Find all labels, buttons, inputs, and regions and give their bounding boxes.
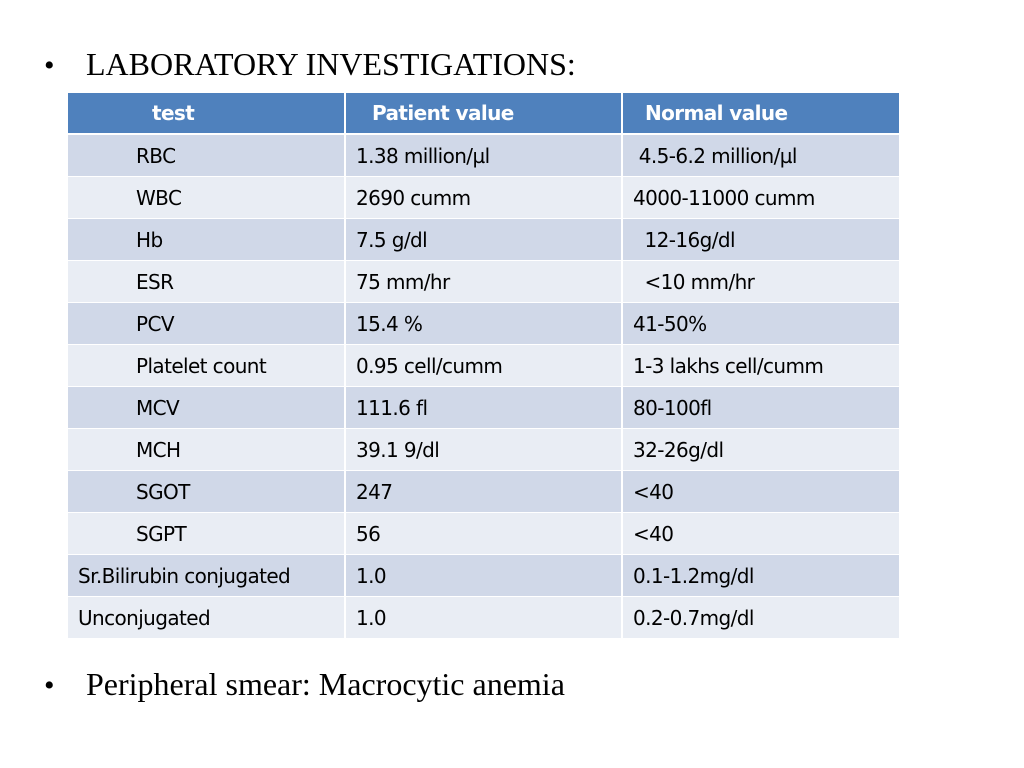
normal-value-cell: 1-3 lakhs cell/cumm [622,344,899,387]
test-cell: Platelet count [68,344,346,387]
normal-value-cell: 41-50% [622,302,899,345]
test-cell: Sr.Bilirubin conjugated [68,554,346,597]
table-row: MCV 111.6 fl 80-100fl [68,386,899,429]
column-header-test: test [68,93,346,135]
test-cell: SGOT [68,470,346,513]
table-row: Platelet count 0.95 cell/cumm 1-3 lakhs … [68,344,899,387]
table-row: SGPT 56 <40 [68,512,899,555]
table-row: WBC 2690 cumm 4000-11000 cumm [68,176,899,219]
test-cell: RBC [68,134,346,177]
patient-value-cell: 7.5 g/dl [345,218,623,261]
test-cell: MCH [68,428,346,471]
patient-value-cell: 0.95 cell/cumm [345,344,623,387]
table-row: PCV 15.4 % 41-50% [68,302,899,345]
patient-value-cell: 56 [345,512,623,555]
table-row: SGOT 247 <40 [68,470,899,513]
peripheral-smear-text: Peripheral smear: Macrocytic anemia [86,666,565,702]
bullet-icon: • [44,49,55,82]
table-row: MCH 39.1 9/dl 32-26g/dl [68,428,899,471]
section-heading: LABORATORY INVESTIGATIONS: [86,46,576,82]
peripheral-smear-line: • Peripheral smear: Macrocytic anemia [44,668,565,701]
bullet-icon: • [44,669,55,702]
patient-value-cell: 247 [345,470,623,513]
test-cell: SGPT [68,512,346,555]
normal-value-cell: 0.2-0.7mg/dl [622,596,899,639]
test-cell: PCV [68,302,346,345]
patient-value-cell: 39.1 9/dl [345,428,623,471]
column-header-patient-value: Patient value [345,93,623,135]
test-cell: MCV [68,386,346,429]
patient-value-cell: 2690 cumm [345,176,623,219]
table-row: Hb 7.5 g/dl 12-16g/dl [68,218,899,261]
test-cell: Unconjugated [68,596,346,639]
patient-value-cell: 1.0 [345,596,623,639]
patient-value-cell: 1.0 [345,554,623,597]
normal-value-cell: <40 [622,512,899,555]
table-row: Sr.Bilirubin conjugated 1.0 0.1-1.2mg/dl [68,554,899,597]
normal-value-cell: 12-16g/dl [622,218,899,261]
normal-value-cell: 4000-11000 cumm [622,176,899,219]
table-row: ESR 75 mm/hr <10 mm/hr [68,260,899,303]
test-cell: ESR [68,260,346,303]
patient-value-cell: 1.38 million/µl [345,134,623,177]
lab-results-table: test Patient value Normal value RBC 1.38… [68,93,899,639]
normal-value-cell: 0.1-1.2mg/dl [622,554,899,597]
normal-value-cell: 4.5-6.2 million/µl [622,134,899,177]
patient-value-cell: 15.4 % [345,302,623,345]
test-cell: WBC [68,176,346,219]
normal-value-cell: 80-100fl [622,386,899,429]
heading-line: • LABORATORY INVESTIGATIONS: [44,48,576,81]
column-header-normal-value: Normal value [622,93,899,135]
normal-value-cell: <40 [622,470,899,513]
normal-value-cell: <10 mm/hr [622,260,899,303]
table-row: RBC 1.38 million/µl 4.5-6.2 million/µl [68,134,899,177]
table-row: Unconjugated 1.0 0.2-0.7mg/dl [68,596,899,639]
normal-value-cell: 32-26g/dl [622,428,899,471]
test-cell: Hb [68,218,346,261]
patient-value-cell: 75 mm/hr [345,260,623,303]
patient-value-cell: 111.6 fl [345,386,623,429]
table-header-row: test Patient value Normal value [68,93,899,135]
